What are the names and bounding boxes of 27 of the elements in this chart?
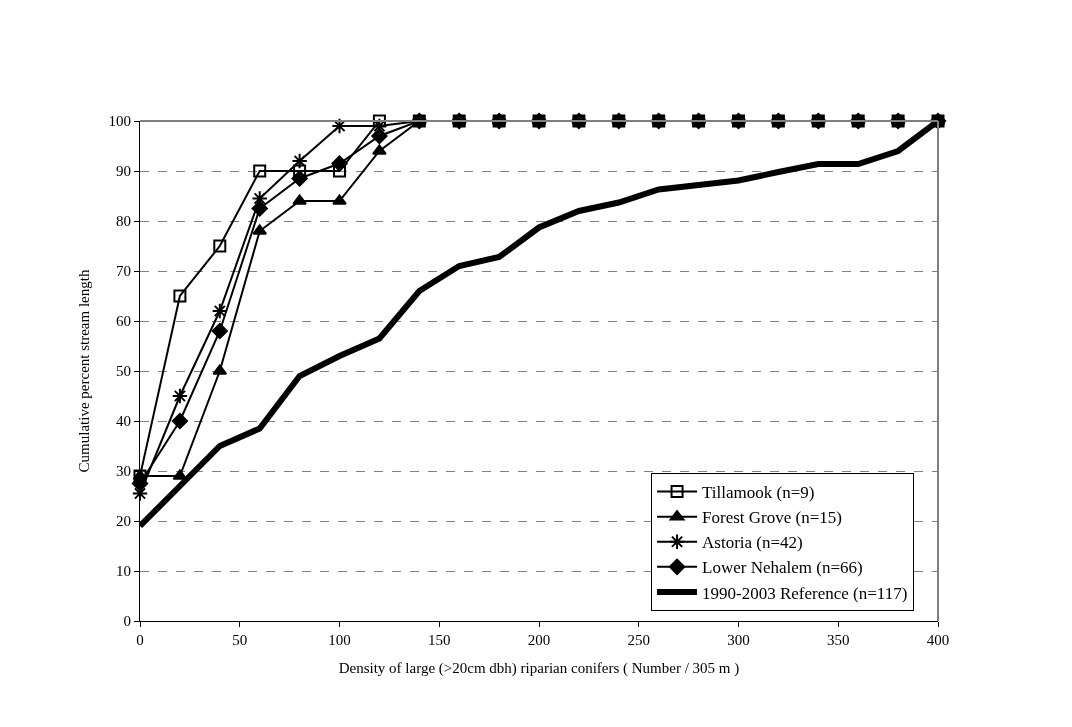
x-tick-label: 50 xyxy=(232,632,248,648)
y-tick-label: 50 xyxy=(116,363,131,380)
y-tick-label: 20 xyxy=(116,513,131,530)
y-tick-label: 40 xyxy=(116,413,131,430)
x-tick-label: 400 xyxy=(926,632,950,648)
y-tick-label: 80 xyxy=(116,213,131,230)
x-axis-title: Density of large (>20cm dbh) riparian conifers ( Number / 305 m ) xyxy=(338,660,740,677)
legend-label: Forest Grove (n=15) xyxy=(702,508,842,528)
y-tick-label: 100 xyxy=(108,113,131,130)
y-tick-label: 90 xyxy=(116,163,131,180)
y-tick-label: 10 xyxy=(116,563,131,580)
y-tick-label: 30 xyxy=(116,463,131,480)
x-tick-label: 150 xyxy=(428,632,451,648)
legend-label: Tillamook (n=9) xyxy=(702,483,815,503)
legend-label: Astoria (n=42) xyxy=(702,533,803,553)
x-tick-label: 0 xyxy=(136,632,144,648)
y-tick-label: 0 xyxy=(123,613,131,630)
x-tick-label: 250 xyxy=(627,632,650,648)
x-tick-label: 100 xyxy=(328,632,351,648)
legend-label: Lower Nehalem (n=66) xyxy=(702,558,863,578)
y-tick-label: 60 xyxy=(116,313,131,330)
x-tick-label: 350 xyxy=(827,632,850,648)
legend-label: 1990-2003 Reference (n=117) xyxy=(702,583,908,603)
y-axis-title: Cumulative percent stream length xyxy=(75,269,92,473)
x-tick-label: 200 xyxy=(527,632,551,648)
x-tick-label: 300 xyxy=(727,632,750,648)
y-tick-label: 70 xyxy=(116,263,131,280)
